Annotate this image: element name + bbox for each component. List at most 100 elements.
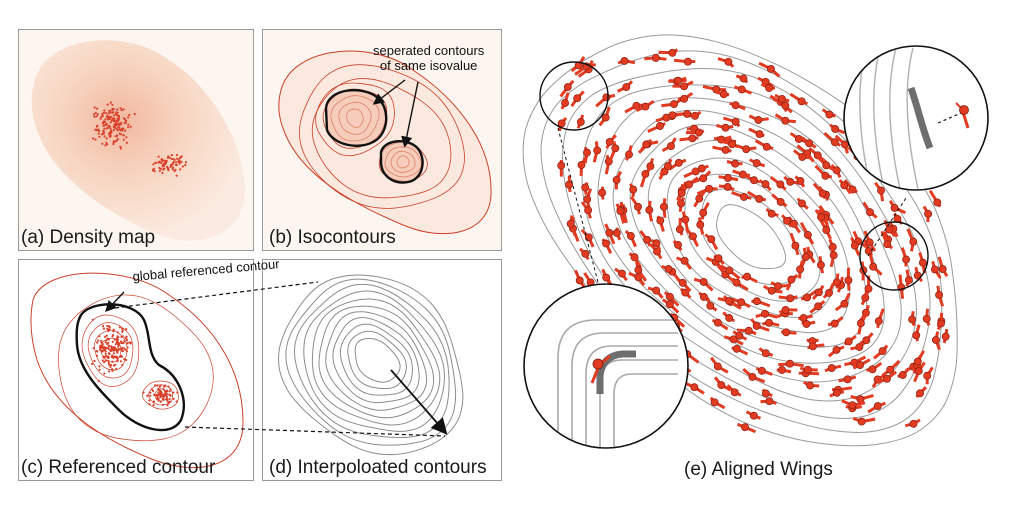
data-point (142, 391, 145, 394)
data-point (126, 342, 129, 345)
wing-point (890, 203, 899, 212)
data-point (114, 113, 117, 116)
data-point (101, 345, 104, 348)
panel-b-isocontours: seperated contours of same isovalue (b) … (262, 29, 502, 251)
wing-point (856, 361, 865, 370)
panel-c-referenced-contour: (c) Referenced contour (18, 259, 254, 481)
wing-point (850, 241, 859, 250)
wing-point (830, 138, 839, 147)
data-point (163, 393, 166, 397)
data-point (107, 359, 110, 362)
data-point (178, 162, 181, 165)
wing-point (656, 122, 664, 130)
data-point (149, 391, 152, 394)
panel-a-density-map: (a) Density map (18, 29, 254, 251)
wing-point (583, 148, 591, 157)
wing-point (803, 365, 812, 374)
data-point (125, 350, 128, 353)
data-point (117, 126, 120, 129)
data-point (111, 335, 114, 338)
data-point (107, 329, 110, 332)
data-point (115, 367, 118, 371)
data-point (104, 118, 107, 121)
wing-point (652, 286, 661, 295)
data-point (172, 397, 175, 400)
wing-point (697, 164, 706, 173)
data-point (94, 138, 97, 141)
wing-point (914, 367, 923, 375)
data-point (177, 160, 180, 163)
isocontour (522, 34, 958, 447)
data-point (125, 338, 128, 341)
data-point (152, 404, 155, 407)
data-point (150, 388, 153, 391)
wing-point (904, 276, 913, 285)
isocontour (716, 204, 787, 270)
data-point (116, 357, 119, 360)
panel-b-annotation: seperated contours of same isovalue (373, 43, 485, 74)
data-point (161, 403, 165, 406)
data-point (108, 133, 111, 136)
interpolated-contour (332, 317, 420, 404)
data-point (112, 111, 115, 114)
wing-point (680, 82, 689, 91)
data-point (108, 326, 111, 329)
isocontour (540, 50, 943, 433)
wing-point (869, 262, 878, 271)
wing-point (844, 337, 853, 346)
wing-point (710, 398, 719, 407)
data-point (114, 135, 117, 138)
annotation-arrow (105, 291, 125, 313)
wing-point (735, 331, 744, 340)
wing-point (618, 269, 626, 278)
data-point (99, 347, 102, 350)
data-point (112, 349, 115, 352)
data-point (161, 395, 164, 398)
density-blob (31, 40, 246, 241)
wing-point (864, 247, 873, 255)
data-point (159, 391, 162, 394)
data-point (92, 113, 95, 116)
data-point (167, 385, 170, 388)
wing-point (909, 419, 918, 428)
data-point (175, 163, 178, 167)
data-point (170, 154, 173, 157)
data-point (107, 341, 110, 344)
data-point (112, 128, 116, 131)
data-point (120, 355, 124, 358)
wing-point (877, 186, 885, 195)
data-point (168, 397, 171, 401)
data-point (154, 384, 157, 387)
data-point (157, 399, 160, 402)
data-point (107, 356, 110, 360)
data-point (108, 363, 111, 366)
data-point (100, 115, 103, 118)
data-point (113, 338, 116, 341)
data-point (109, 121, 112, 124)
data-point (97, 132, 100, 135)
wing-point (829, 251, 838, 260)
data-point (105, 137, 108, 140)
isocontour-plot (278, 50, 492, 235)
outer-contour (30, 272, 244, 469)
annotation-line-1: seperated contours (373, 43, 485, 58)
wing-point (668, 48, 677, 57)
wing-point (787, 275, 796, 284)
wing-point (743, 272, 752, 281)
wing-point (683, 109, 692, 118)
data-point (105, 112, 108, 115)
wing-point (695, 194, 704, 203)
data-point (152, 401, 155, 404)
wing-point (930, 265, 939, 274)
wing-point (641, 169, 650, 178)
data-point (103, 135, 106, 138)
data-point (112, 364, 115, 367)
wing-point (583, 195, 592, 204)
wing-point (862, 336, 871, 345)
data-point (152, 163, 155, 166)
wing-point (584, 233, 593, 242)
data-point (103, 372, 106, 375)
data-point (91, 137, 95, 140)
data-point (101, 122, 105, 125)
data-point (165, 160, 168, 163)
